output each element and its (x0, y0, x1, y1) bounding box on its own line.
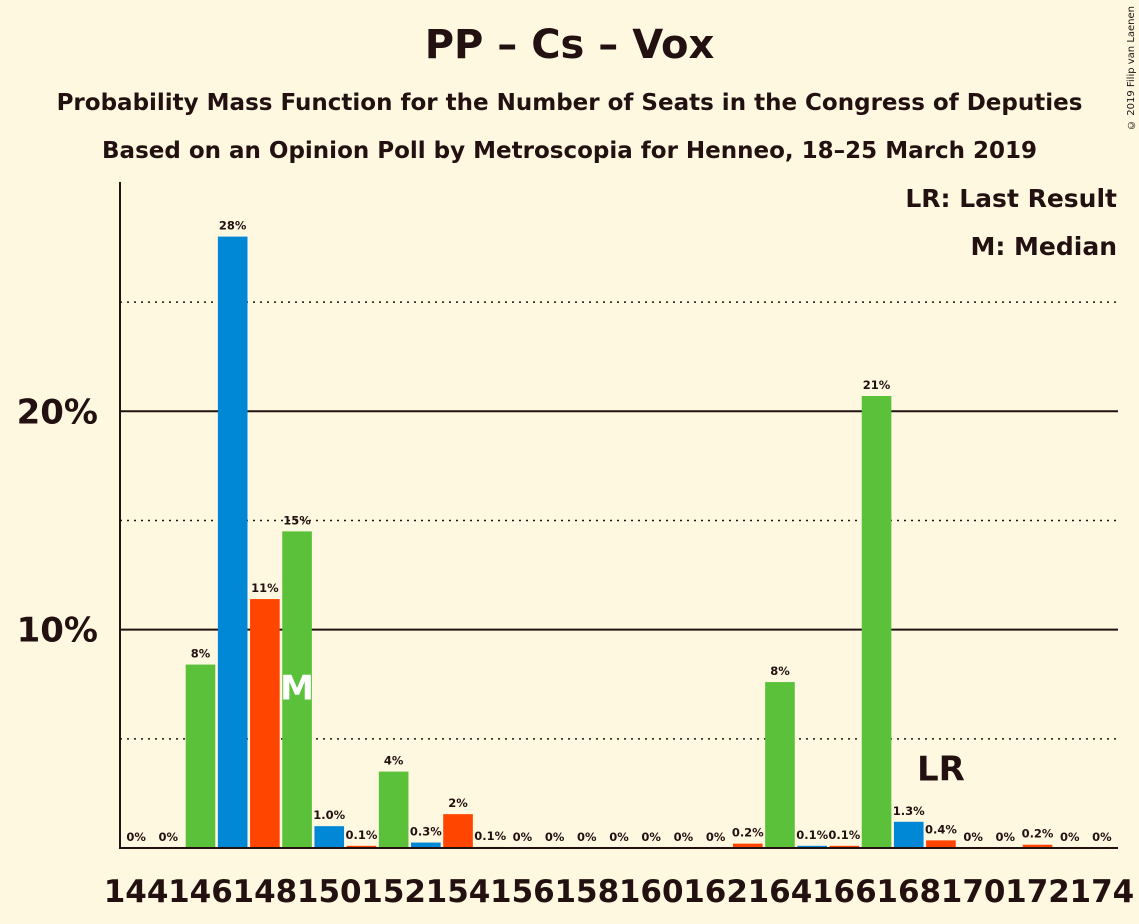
data-label: 1.0% (313, 808, 345, 822)
data-label: 0.1% (796, 828, 828, 842)
bar-seat-168 (893, 821, 924, 848)
bar-seat-154 (443, 814, 473, 848)
data-label: 0% (996, 830, 1016, 844)
x-tick-label: 172 (1005, 874, 1070, 910)
median-marker: M (280, 669, 314, 709)
bar-seat-151 (346, 845, 377, 848)
data-label: 11% (251, 581, 279, 595)
data-label: 0% (963, 830, 983, 844)
data-label: 0.4% (925, 822, 957, 836)
x-tick-label: 168 (876, 874, 941, 910)
data-label: 0% (706, 830, 726, 844)
chart-subtitle-source: Based on an Opinion Poll by Metroscopia … (102, 138, 1037, 164)
data-label: 0% (577, 830, 597, 844)
data-label: 4% (384, 754, 404, 768)
x-tick-label: 144 (104, 874, 169, 910)
data-label: 21% (863, 378, 891, 392)
data-label: 28% (219, 219, 247, 233)
bar-seat-165 (797, 845, 827, 848)
data-label: 0.1% (828, 828, 860, 842)
bar-seat-169 (926, 840, 956, 848)
bar-seat-150 (314, 826, 345, 848)
legend-median: M: Median (970, 232, 1117, 261)
last-result-marker: LR (917, 749, 965, 789)
x-tick-label: 174 (1070, 874, 1135, 910)
bar-seat-152 (378, 771, 409, 848)
data-label: 1.3% (893, 804, 925, 818)
y-tick-label: 20% (17, 392, 98, 432)
bar-seat-163 (732, 843, 763, 848)
x-tick-label: 158 (554, 874, 619, 910)
data-label: 15% (283, 513, 311, 527)
bar-seat-147 (217, 236, 248, 849)
data-label: 0% (159, 830, 179, 844)
x-tick-label: 148 (233, 874, 298, 910)
data-label: 0.3% (410, 825, 442, 839)
x-tick-label: 156 (490, 874, 555, 910)
x-tick-label: 162 (683, 874, 748, 910)
bar-seat-172 (1022, 844, 1053, 848)
data-label: 0% (674, 830, 694, 844)
data-label: 0.2% (1022, 827, 1054, 841)
bar-seat-148 (250, 599, 280, 848)
x-tick-label: 150 (297, 874, 362, 910)
bar-seat-166 (829, 845, 860, 848)
data-label: 0% (641, 830, 661, 844)
x-tick-label: 164 (748, 874, 813, 910)
x-tick-label: 160 (619, 874, 684, 910)
x-tick-label: 146 (168, 874, 233, 910)
data-label: 0% (513, 830, 533, 844)
bar-seat-146 (185, 664, 216, 848)
x-tick-label: 152 (361, 874, 426, 910)
data-label: 0% (1060, 830, 1080, 844)
bar-seat-149 (282, 531, 312, 848)
bar-seat-164 (765, 682, 795, 848)
data-label: 0.2% (732, 826, 764, 840)
data-label: 0.1% (345, 828, 377, 842)
x-tick-label: 166 (812, 874, 877, 910)
data-label: 8% (191, 647, 211, 661)
data-label: 2% (448, 796, 468, 810)
data-label: 8% (770, 664, 790, 678)
data-label: 0% (609, 830, 629, 844)
bar-seat-153 (411, 842, 441, 848)
x-tick-label: 154 (426, 874, 491, 910)
bar-seat-167 (861, 395, 892, 848)
data-label: 0% (1092, 830, 1112, 844)
chart-title: PP – Cs – Vox (424, 22, 715, 68)
legend-last-result: LR: Last Result (905, 184, 1117, 213)
data-label: 0% (545, 830, 565, 844)
x-tick-label: 170 (941, 874, 1006, 910)
y-tick-label: 10% (17, 611, 98, 651)
chart-subtitle: Probability Mass Function for the Number… (56, 90, 1083, 116)
data-label: 0.1% (474, 829, 506, 843)
data-label: 0% (126, 830, 146, 844)
